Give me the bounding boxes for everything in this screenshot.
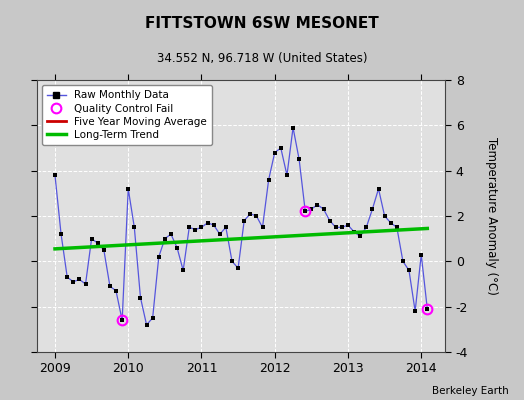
Text: FITTSTOWN 6SW MESONET: FITTSTOWN 6SW MESONET bbox=[145, 16, 379, 31]
Legend: Raw Monthly Data, Quality Control Fail, Five Year Moving Average, Long-Term Tren: Raw Monthly Data, Quality Control Fail, … bbox=[42, 85, 212, 145]
Text: Berkeley Earth: Berkeley Earth bbox=[432, 386, 508, 396]
Y-axis label: Temperature Anomaly (°C): Temperature Anomaly (°C) bbox=[485, 137, 498, 295]
Text: 34.552 N, 96.718 W (United States): 34.552 N, 96.718 W (United States) bbox=[157, 52, 367, 65]
